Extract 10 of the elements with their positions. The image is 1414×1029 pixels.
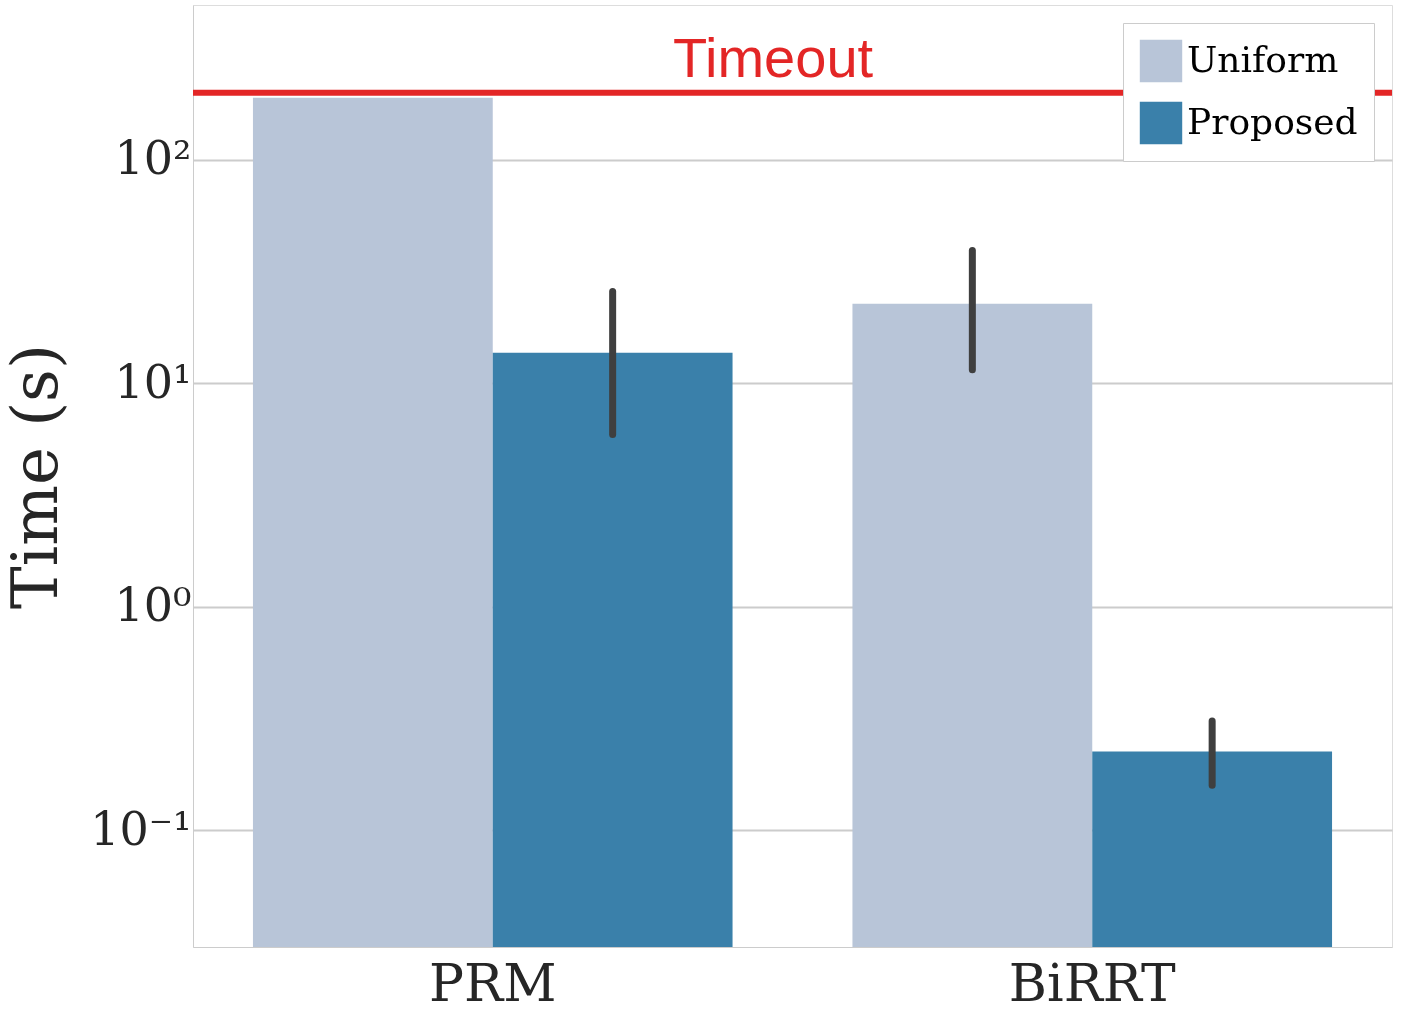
y-tick-label: 10⁰: [114, 578, 192, 633]
x-tick-label: PRM: [429, 952, 557, 1013]
y-tick-label: 10⁻¹: [90, 801, 192, 856]
legend-label: Uniform: [1187, 39, 1339, 80]
y-tick-label: 10²: [114, 131, 192, 186]
x-tick-label: BiRRT: [1008, 952, 1177, 1013]
y-tick-label: 10¹: [114, 354, 192, 409]
y-axis-title: Time (s): [0, 344, 73, 609]
legend-label: Proposed: [1187, 101, 1358, 142]
ref-line-label: Timeout: [672, 25, 874, 89]
